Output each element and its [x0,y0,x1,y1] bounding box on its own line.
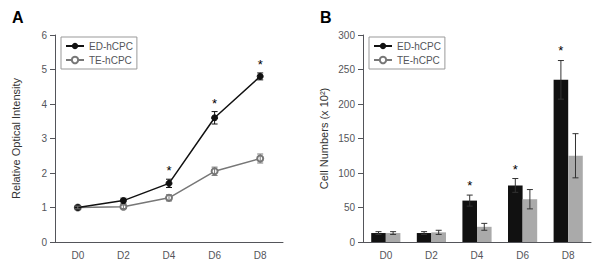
svg-text:*: * [467,178,472,193]
svg-text:D6: D6 [208,250,221,261]
svg-text:D4: D4 [163,250,176,261]
svg-text:*: * [558,43,563,58]
svg-text:D2: D2 [425,250,438,261]
svg-text:6: 6 [41,30,47,41]
svg-text:D8: D8 [562,250,575,261]
svg-text:TE-hCPC: TE-hCPC [397,55,440,66]
svg-text:ED-hCPC: ED-hCPC [397,41,441,52]
svg-text:*: * [258,57,263,72]
svg-text:D8: D8 [254,250,267,261]
svg-text:Cell Numbers (x 10²): Cell Numbers (x 10²) [318,88,330,189]
svg-text:300: 300 [338,30,355,41]
svg-text:TE-hCPC: TE-hCPC [89,55,132,66]
svg-text:*: * [212,96,217,111]
svg-text:D0: D0 [71,250,84,261]
svg-text:D2: D2 [117,250,130,261]
svg-text:B: B [320,9,332,26]
svg-text:150: 150 [338,133,355,144]
svg-text:ED-hCPC: ED-hCPC [89,41,133,52]
svg-text:3: 3 [41,133,47,144]
svg-text:250: 250 [338,64,355,75]
svg-text:D6: D6 [516,250,529,261]
svg-text:200: 200 [338,99,355,110]
svg-text:50: 50 [344,202,356,213]
svg-text:100: 100 [338,168,355,179]
svg-text:2: 2 [41,168,47,179]
svg-text:*: * [166,163,171,178]
svg-text:D0: D0 [379,250,392,261]
svg-text:5: 5 [41,64,47,75]
svg-text:D4: D4 [471,250,484,261]
svg-text:1: 1 [41,202,47,213]
svg-text:*: * [513,162,518,177]
svg-text:Relative Optical Intensity: Relative Optical Intensity [10,77,22,199]
svg-text:0: 0 [349,237,355,248]
svg-text:0: 0 [41,237,47,248]
svg-text:4: 4 [41,99,47,110]
svg-text:A: A [12,9,24,26]
